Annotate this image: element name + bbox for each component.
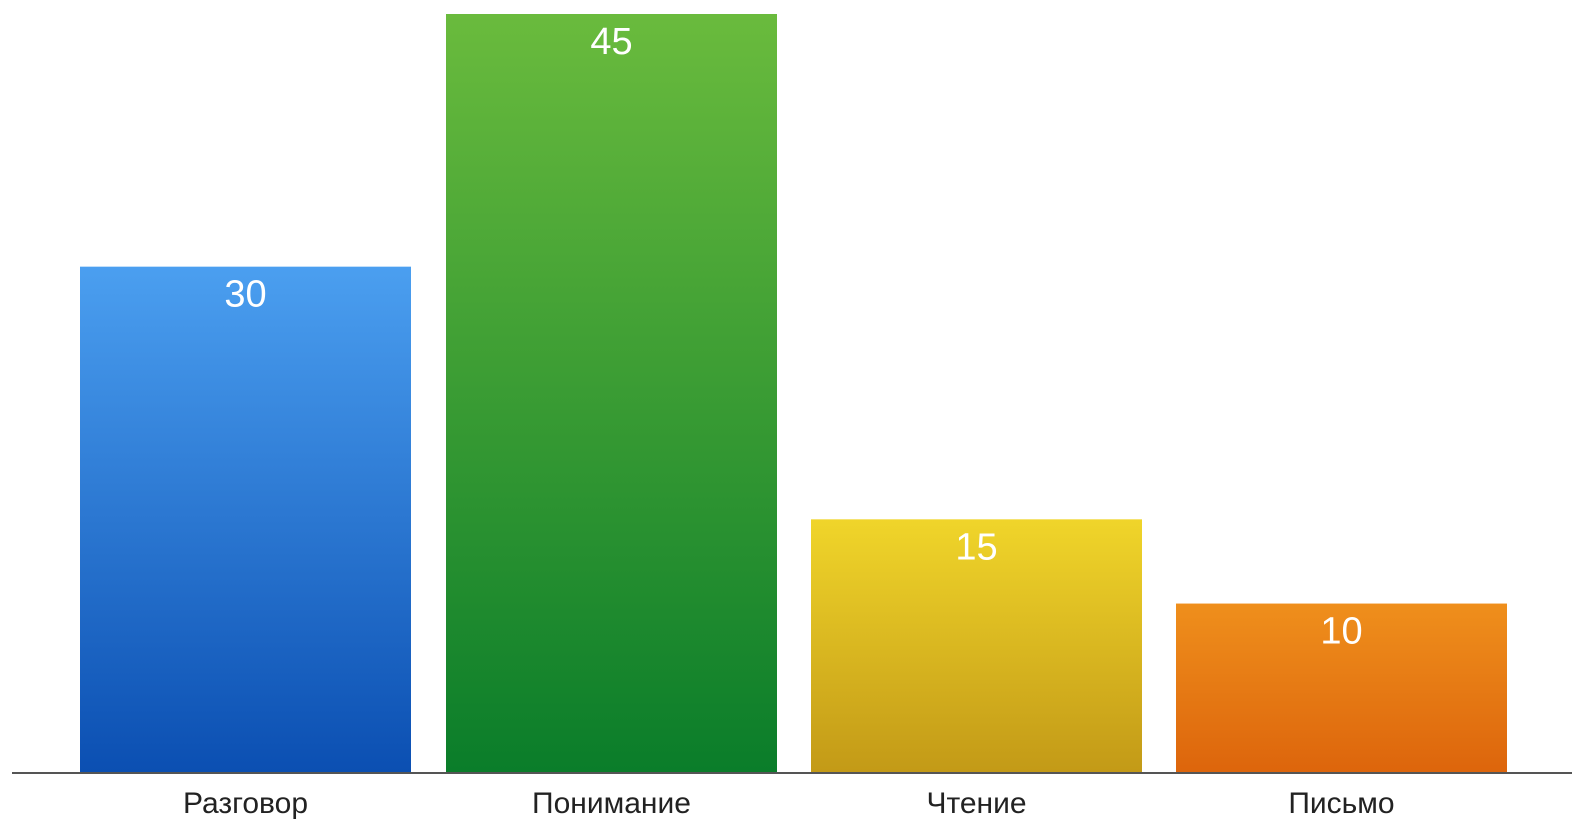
x-tick-labels-group: Разговор Понимание Чтение Письмо [183, 787, 1395, 820]
bar-4 [1176, 603, 1507, 772]
bar-1 [80, 266, 411, 772]
data-label-2: 45 [590, 21, 632, 63]
bar-3 [811, 519, 1142, 772]
data-label-4: 10 [1320, 611, 1362, 653]
x-tick-label-3: Чтение [926, 787, 1026, 820]
x-tick-label-4: Письмо [1288, 787, 1394, 820]
x-tick-label-2: Понимание [532, 787, 691, 820]
bars-group [80, 14, 1507, 772]
x-tick-label-1: Разговор [183, 787, 308, 820]
value-labels-group: 30 45 15 10 [224, 21, 1362, 653]
bar-2 [446, 14, 777, 772]
data-label-1: 30 [224, 274, 266, 316]
data-label-3: 15 [955, 526, 997, 568]
